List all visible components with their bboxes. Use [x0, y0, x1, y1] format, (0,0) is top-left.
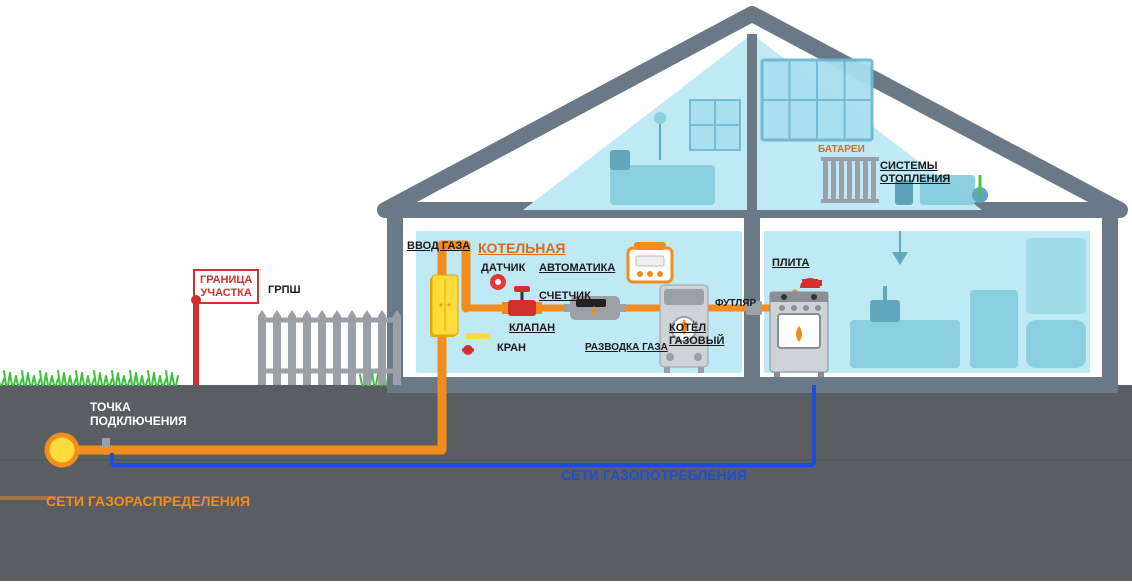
label-gas-routing[interactable]: РАЗВОДКА ГАЗА: [585, 342, 668, 354]
label-sensor: ДАТЧИК: [481, 262, 525, 275]
label-gas-input[interactable]: ВВОД ГАЗА: [407, 240, 470, 253]
grpsh-cabinet-icon: [430, 275, 458, 337]
label-connection-point: ТОЧКА ПОДКЛЮЧЕНИЯ: [90, 401, 187, 429]
label-net-consumption: СЕТИ ГАЗОПОТРЕБЛЕНИЯ: [561, 467, 747, 483]
connection-point-icon: [47, 435, 77, 465]
label-stove[interactable]: ПЛИТА: [772, 257, 810, 270]
label-sleeve: ФУТЛЯР: [715, 298, 756, 310]
automation-icon: [628, 242, 672, 282]
label-boiler-room[interactable]: КОТЕЛЬНАЯ: [478, 240, 566, 256]
label-kran: КРАН: [497, 342, 526, 355]
label-grpsh: ГРПШ: [268, 284, 301, 297]
stove-icon: [770, 278, 828, 377]
label-valve[interactable]: КЛАПАН: [509, 322, 555, 335]
label-automation[interactable]: АВТОМАТИКА: [539, 262, 615, 275]
label-boiler[interactable]: КОТЁЛ ГАЗОВЫЙ: [669, 322, 724, 347]
label-net-distribution: СЕТИ ГАЗОРАСПРЕДЕЛЕНИЯ: [46, 493, 250, 509]
label-boundary: ГРАНИЦА УЧАСТКА: [193, 269, 259, 304]
label-meter[interactable]: СЧЕТЧИК: [539, 290, 591, 303]
fence: [258, 310, 401, 385]
label-radiators: БАТАРЕИ: [818, 144, 865, 156]
sensor-icon: [490, 274, 506, 290]
boundary-pole: [191, 295, 201, 385]
label-heating[interactable]: СИСТЕМЫ ОТОПЛЕНИЯ: [880, 160, 950, 185]
house: [385, 14, 1120, 385]
